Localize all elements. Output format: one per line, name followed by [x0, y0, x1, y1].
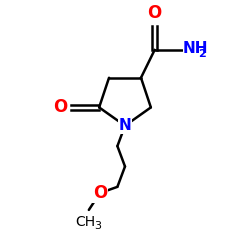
Text: O: O [148, 4, 162, 22]
Text: O: O [93, 184, 107, 202]
Text: O: O [53, 98, 67, 116]
Text: CH: CH [75, 215, 95, 229]
Text: NH: NH [183, 41, 208, 56]
Text: 2: 2 [198, 49, 206, 59]
Text: N: N [119, 118, 132, 133]
Text: 3: 3 [94, 222, 101, 232]
